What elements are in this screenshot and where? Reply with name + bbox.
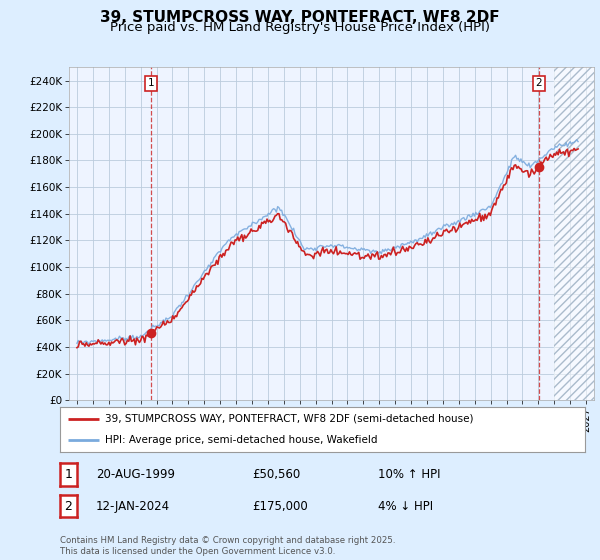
Text: Contains HM Land Registry data © Crown copyright and database right 2025.
This d: Contains HM Land Registry data © Crown c… — [60, 536, 395, 556]
Text: 20-AUG-1999: 20-AUG-1999 — [96, 468, 175, 481]
Text: 10% ↑ HPI: 10% ↑ HPI — [378, 468, 440, 481]
Text: 39, STUMPCROSS WAY, PONTEFRACT, WF8 2DF: 39, STUMPCROSS WAY, PONTEFRACT, WF8 2DF — [100, 10, 500, 25]
Text: 2: 2 — [64, 500, 73, 513]
Bar — [554, 67, 594, 400]
Text: 1: 1 — [148, 78, 154, 88]
Text: 1: 1 — [64, 468, 73, 481]
Text: Price paid vs. HM Land Registry's House Price Index (HPI): Price paid vs. HM Land Registry's House … — [110, 21, 490, 34]
Text: 2: 2 — [536, 78, 542, 88]
Text: £175,000: £175,000 — [252, 500, 308, 513]
Text: £50,560: £50,560 — [252, 468, 300, 481]
Bar — [554, 67, 594, 400]
Text: HPI: Average price, semi-detached house, Wakefield: HPI: Average price, semi-detached house,… — [104, 435, 377, 445]
Text: 4% ↓ HPI: 4% ↓ HPI — [378, 500, 433, 513]
Text: 12-JAN-2024: 12-JAN-2024 — [96, 500, 170, 513]
Text: 39, STUMPCROSS WAY, PONTEFRACT, WF8 2DF (semi-detached house): 39, STUMPCROSS WAY, PONTEFRACT, WF8 2DF … — [104, 414, 473, 424]
